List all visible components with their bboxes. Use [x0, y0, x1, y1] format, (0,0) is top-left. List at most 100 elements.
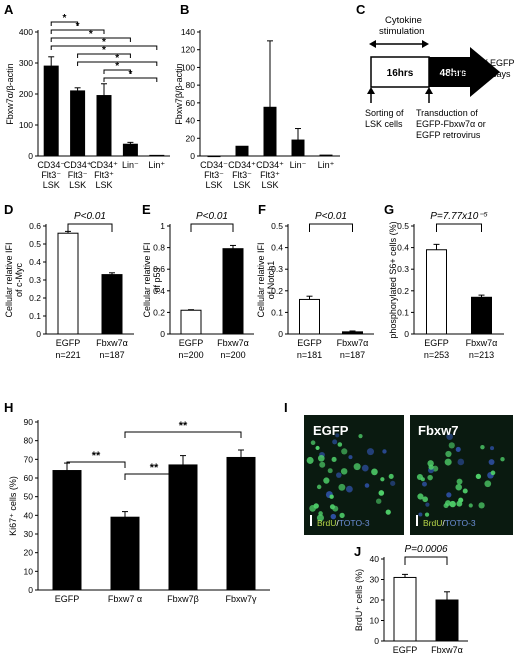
cell	[330, 513, 337, 520]
panel-label-a: A	[4, 2, 14, 17]
p-value: P=7.77x10⁻⁵	[430, 211, 488, 222]
significance-marker: *	[115, 61, 119, 72]
y-tick-label: 0.5	[271, 221, 283, 231]
bar	[263, 106, 277, 157]
significance-marker: *	[76, 21, 80, 32]
panel-label-d: D	[4, 202, 13, 217]
significance-bracket	[190, 223, 234, 232]
cell-cluster	[306, 433, 396, 522]
cell	[331, 456, 337, 462]
y-tick-label: 0.2	[29, 293, 41, 303]
stimulation-label-text: stimulation	[379, 26, 424, 37]
x-tick-label: Fbxw7α	[466, 338, 498, 348]
bar	[57, 232, 79, 335]
y-tick-label: 40	[370, 554, 380, 564]
y-axis-label: Fbxw7β/β-actin	[174, 63, 184, 124]
y-tick-label: 0.8	[153, 243, 165, 253]
cell	[337, 442, 343, 447]
cell	[327, 468, 333, 474]
x-tick-label: Fbxw7α	[431, 645, 463, 655]
cell	[319, 461, 326, 468]
y-tick-label: 80	[24, 436, 34, 446]
cell	[480, 444, 485, 450]
y-axis-label-line: phosphorylated S6+ cells (%)	[388, 221, 398, 338]
stain-sep: /	[336, 518, 339, 528]
y-tick-label: 0.4	[271, 243, 283, 253]
x-tick-label: LSK	[95, 180, 112, 190]
cell	[385, 509, 391, 515]
y-axis-label: phosphorylated S6+ cells (%)	[388, 221, 398, 338]
micrograph-egfp: EGFP BrdU/TOTO-3	[304, 415, 404, 535]
significance-bracket	[124, 473, 184, 480]
significance-bracket	[404, 556, 448, 565]
cell	[341, 448, 348, 455]
cell	[427, 474, 433, 481]
cell	[346, 485, 353, 493]
cell	[382, 449, 387, 454]
bar	[96, 95, 112, 157]
cytokine-label: Cytokine	[385, 15, 422, 26]
stain-brdu: BrdU	[423, 518, 442, 528]
panel-label-e: E	[142, 202, 151, 217]
cell	[329, 504, 336, 510]
n-label: n=181	[297, 350, 322, 360]
y-tick-label: 0	[190, 151, 195, 161]
significance-marker: *	[89, 29, 93, 40]
significance-marker: *	[115, 53, 119, 64]
cell	[488, 459, 495, 466]
y-tick-label: 0.4	[397, 243, 409, 253]
y-tick-label: 0.2	[271, 286, 283, 296]
chart-a: 0100200300400Fbxw7α/β-actinCD34⁻Flt3⁻LSK…	[5, 13, 170, 190]
stain-toto: TOTO-3	[339, 518, 370, 528]
y-tick-label: 40	[24, 510, 34, 520]
panel-label-f: F	[258, 202, 266, 217]
y-axis-label: Ki67⁺ cells (%)	[8, 476, 18, 536]
y-axis-label-line: BrdU⁺ cells (%)	[354, 569, 364, 631]
micrograph-fbxw7: Fbxw7 BrdU/TOTO-3	[410, 415, 513, 535]
y-tick-label: 0.5	[29, 239, 41, 249]
micrograph-fbxw7-title: Fbxw7	[418, 423, 458, 438]
scale-bar	[310, 515, 312, 526]
stain-legend: BrdU/TOTO-3	[423, 518, 476, 528]
bar	[299, 298, 320, 335]
x-tick-label: Lin⁺	[318, 160, 335, 170]
y-tick-label: 0.4	[29, 257, 41, 267]
x-tick-label: Flt3⁻	[41, 170, 61, 180]
chart-b: 020406080100120140Fbxw7β/β-actinCD34⁻Flt…	[174, 27, 340, 190]
cell	[390, 480, 396, 486]
bar	[471, 296, 492, 335]
cell	[348, 455, 353, 460]
transduction-arrow	[425, 87, 433, 103]
cell	[445, 450, 452, 458]
sorting-lsk-arrow	[367, 87, 375, 103]
y-axis-label-line: Cellular relative IFI	[4, 242, 14, 317]
y-tick-label: 40	[186, 116, 196, 126]
y-tick-label: 0.3	[271, 264, 283, 274]
y-axis-label: Cellular relative IFIof p53	[142, 242, 162, 317]
significance-bracket	[67, 223, 113, 232]
significance-marker: **	[150, 462, 159, 474]
y-tick-label: 60	[24, 473, 34, 483]
cell	[422, 481, 427, 487]
y-tick-label: 0.5	[397, 221, 409, 231]
bar	[43, 65, 59, 157]
significance-bracket	[436, 223, 482, 232]
cell	[340, 468, 348, 475]
bar	[168, 464, 198, 591]
significance-bracket	[77, 53, 131, 58]
panel-label-b: B	[180, 2, 189, 17]
x-tick-label: Fbxw7γ	[225, 594, 257, 604]
bar	[319, 154, 333, 157]
cell	[443, 503, 449, 509]
panel-label-h: H	[4, 400, 13, 415]
panel-label-c: C	[356, 2, 366, 17]
significance-bracket	[50, 45, 158, 50]
arrow-48hrs	[429, 47, 500, 97]
significance-marker: *	[128, 69, 132, 80]
cell	[353, 463, 361, 471]
bar	[180, 309, 202, 335]
significance-bracket	[124, 431, 242, 438]
charts-layer: 0100200300400Fbxw7α/β-actinCD34⁻Flt3⁻LSK…	[4, 13, 504, 655]
cell	[455, 483, 462, 491]
